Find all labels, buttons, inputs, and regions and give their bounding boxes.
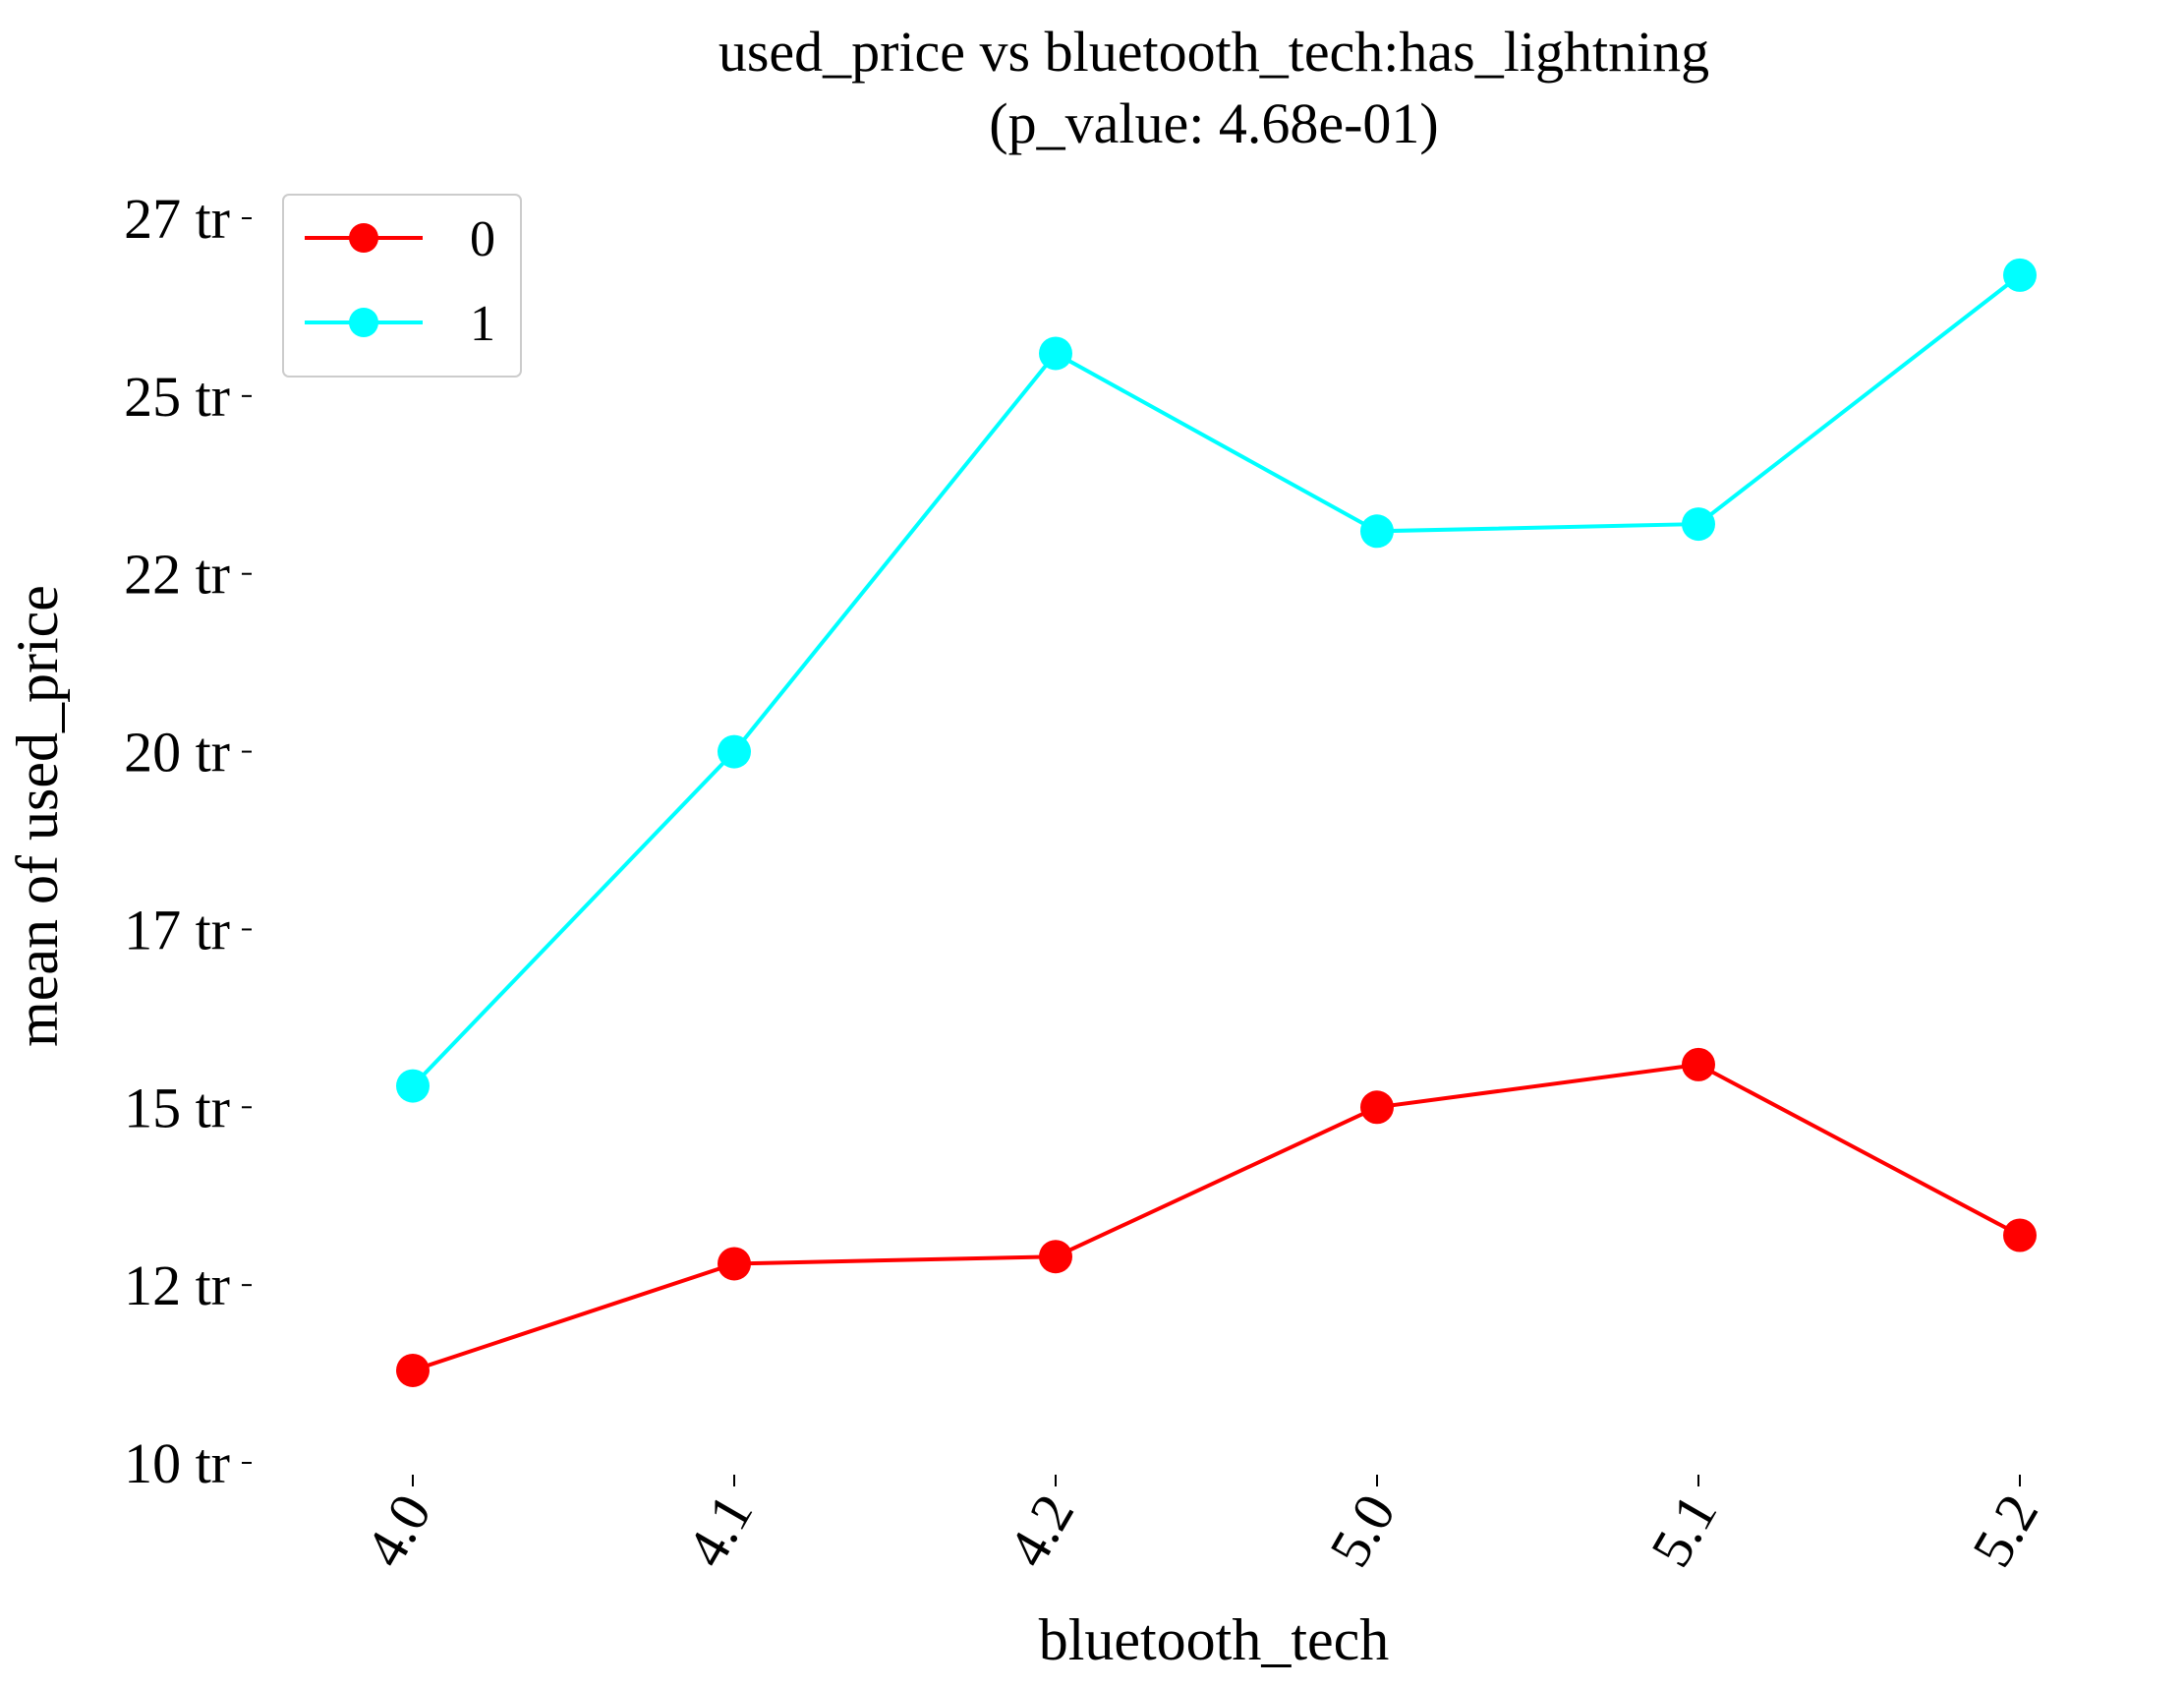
chart-subtitle: (p_value: 4.68e-01)	[989, 91, 1438, 155]
y-axis-label: mean of used_price	[5, 585, 70, 1047]
x-tick-label: 4.0	[353, 1484, 444, 1577]
y-tick-label: 20 tr	[124, 721, 230, 785]
y-axis: 10 tr 12 tr 15 tr 17 tr 20 tr 22 tr 25 tr 27 tr	[124, 187, 252, 1495]
data-point	[1682, 507, 1715, 542]
data-point	[2003, 1218, 2037, 1252]
series-1	[396, 258, 2037, 1103]
x-tick-label: 5.0	[1317, 1484, 1408, 1577]
legend-label-1: 1	[470, 296, 495, 352]
legend-entry-1: 1	[305, 296, 495, 352]
legend-marker-0	[349, 223, 378, 253]
data-point	[2003, 258, 2037, 292]
series-line-0	[412, 1062, 2021, 1372]
y-tick-label: 15 tr	[124, 1076, 230, 1139]
data-point	[718, 734, 751, 769]
data-point	[1039, 336, 1072, 371]
y-tick-label: 25 tr	[124, 365, 230, 429]
legend-frame	[282, 194, 522, 378]
y-tick-label: 12 tr	[124, 1253, 230, 1317]
chart-title: used_price vs bluetooth_tech:has_lightni…	[718, 20, 1709, 84]
data-point	[396, 1069, 430, 1103]
legend: 0 1	[282, 194, 522, 378]
x-tick-label: 4.2	[996, 1484, 1087, 1577]
y-tick-label: 22 tr	[124, 543, 230, 607]
data-point	[1360, 1090, 1394, 1125]
data-point	[1039, 1240, 1072, 1274]
y-tick-label: 17 tr	[124, 898, 230, 961]
x-axis: 4.0 4.1 4.2 5.0 5.1 5.2	[353, 1475, 2051, 1577]
legend-marker-1	[349, 308, 378, 337]
legend-entry-0: 0	[305, 211, 495, 267]
x-axis-label: bluetooth_tech	[1039, 1607, 1390, 1672]
data-point	[1682, 1047, 1715, 1081]
y-tick-label: 10 tr	[124, 1431, 230, 1495]
series-0	[396, 1047, 2037, 1387]
y-tick-label: 27 tr	[124, 187, 230, 251]
legend-label-0: 0	[470, 211, 495, 267]
series-line-1	[411, 273, 2022, 1087]
x-tick-label: 5.1	[1638, 1484, 1730, 1577]
data-point	[396, 1353, 430, 1387]
data-point	[718, 1247, 751, 1281]
series-layer	[396, 258, 2037, 1387]
data-point	[1360, 514, 1394, 549]
x-tick-label: 5.2	[1960, 1484, 2051, 1577]
x-tick-label: 4.1	[674, 1484, 766, 1577]
